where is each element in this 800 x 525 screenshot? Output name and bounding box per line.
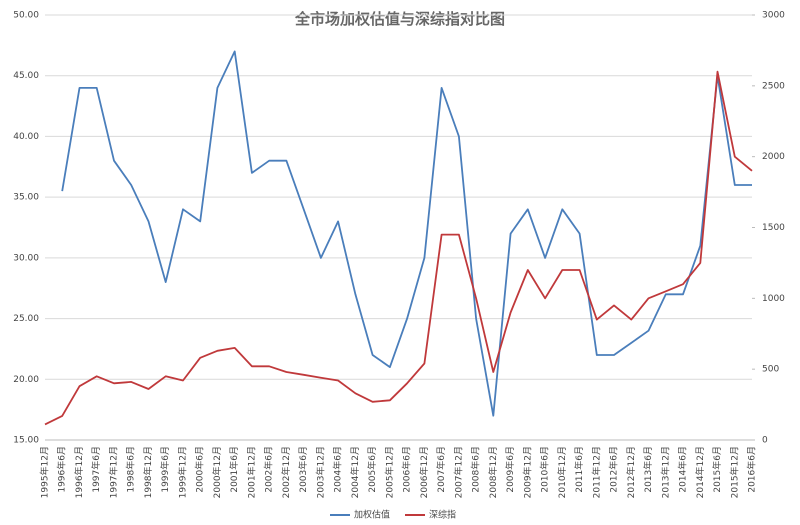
x-tick-label: 2007年12月 — [452, 446, 464, 498]
x-tick-label: 2005年6月 — [366, 446, 378, 493]
x-tick-label: 1999年12月 — [176, 446, 188, 498]
y-tick-label: 20.00 — [13, 375, 39, 385]
legend-label: 深综指 — [429, 509, 456, 521]
x-tick-label: 2010年12月 — [556, 446, 568, 498]
x-tick-label: 1996年12月 — [73, 446, 85, 498]
y2-tick-label: 1500 — [762, 223, 785, 233]
y2-tick-label: 3000 — [762, 11, 785, 21]
x-tick-label: 2011年6月 — [573, 446, 585, 493]
x-tick-label: 2010年6月 — [539, 446, 551, 493]
x-tick-label: 2003年12月 — [314, 446, 326, 498]
y2-tick-label: 500 — [762, 365, 779, 375]
x-tick-label: 2003年6月 — [297, 446, 309, 493]
y-tick-label: 30.00 — [13, 253, 39, 263]
x-tick-label: 2004年12月 — [349, 446, 361, 498]
y2-tick-label: 2000 — [762, 152, 785, 162]
x-tick-label: 1996年6月 — [56, 446, 68, 493]
x-tick-label: 2006年12月 — [418, 446, 430, 498]
x-tick-label: 2012年12月 — [625, 446, 637, 498]
x-tick-label: 2001年12月 — [245, 446, 257, 498]
x-tick-label: 1999年6月 — [159, 446, 171, 493]
x-tick-label: 2013年12月 — [659, 446, 671, 498]
x-tick-label: 2008年12月 — [487, 446, 499, 498]
x-tick-label: 2000年12月 — [211, 446, 223, 498]
x-tick-label: 2014年6月 — [677, 446, 689, 493]
x-tick-label: 2002年6月 — [263, 446, 275, 493]
x-tick-label: 2001年6月 — [228, 446, 240, 493]
x-tick-label: 1997年12月 — [107, 446, 119, 498]
x-tick-label: 2011年12月 — [590, 446, 602, 498]
x-tick-label: 2016年6月 — [746, 446, 758, 493]
x-tick-label: 1998年12月 — [142, 446, 154, 498]
y-tick-label: 40.00 — [13, 132, 39, 142]
chart-title: 全市场加权估值与深综指对比图 — [294, 10, 505, 28]
x-tick-label: 2015年6月 — [711, 446, 723, 493]
x-tick-label: 2008年6月 — [470, 446, 482, 493]
y-tick-label: 45.00 — [13, 71, 39, 81]
series-line — [44, 70, 753, 426]
x-tick-label: 2013年6月 — [642, 446, 654, 493]
x-tick-label: 1998年6月 — [125, 446, 137, 493]
y2-tick-label: 1000 — [762, 294, 785, 304]
x-tick-label: 2009年6月 — [504, 446, 516, 493]
x-tick-label: 1997年6月 — [90, 446, 102, 493]
y-tick-label: 25.00 — [13, 314, 39, 324]
x-tick-label: 2002年12月 — [280, 446, 292, 498]
x-tick-label: 2014年12月 — [694, 446, 706, 498]
x-tick-label: 2015年12月 — [728, 446, 740, 498]
x-tick-label: 2007年6月 — [435, 446, 447, 493]
y-tick-label: 35.00 — [13, 193, 39, 203]
legend-label: 加权估值 — [354, 509, 390, 521]
x-tick-label: 2004年6月 — [332, 446, 344, 493]
x-tick-label: 2009年12月 — [521, 446, 533, 498]
series-line — [61, 50, 752, 417]
y2-tick-label: 0 — [762, 436, 768, 446]
x-tick-label: 2012年6月 — [608, 446, 620, 493]
x-tick-label: 1995年12月 — [39, 446, 51, 498]
x-tick-label: 2006年6月 — [401, 446, 413, 493]
x-tick-label: 2005年12月 — [383, 446, 395, 498]
x-tick-label: 2000年6月 — [194, 446, 206, 493]
y-tick-label: 50.00 — [13, 11, 39, 21]
y-tick-label: 15.00 — [13, 436, 39, 446]
y2-tick-label: 2500 — [762, 81, 785, 91]
